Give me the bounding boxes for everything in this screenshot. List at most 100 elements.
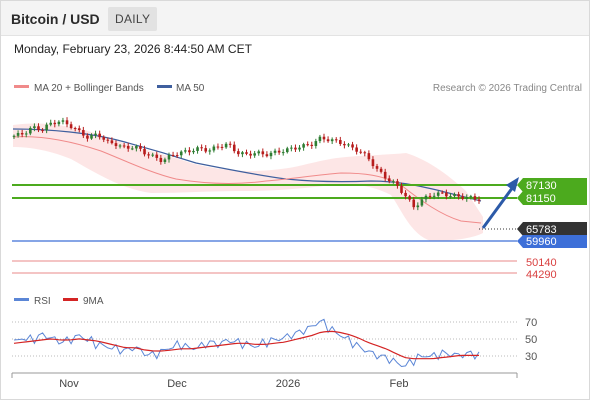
rsi-level-70: 70 xyxy=(525,317,537,329)
candle-body xyxy=(302,144,305,148)
candle-body xyxy=(12,135,16,137)
period-button[interactable]: DAILY xyxy=(108,7,158,31)
candle-body xyxy=(428,195,432,197)
candle-body xyxy=(232,144,236,152)
candle-body xyxy=(424,195,428,200)
candle-body xyxy=(347,144,350,146)
candle-body xyxy=(269,152,273,157)
rsi-legend-label: RSI xyxy=(34,296,51,307)
resistance-label-1-bg xyxy=(517,178,587,192)
candle-body xyxy=(45,124,48,131)
candle-body xyxy=(375,166,379,169)
candle-body xyxy=(339,140,342,144)
candle-body xyxy=(400,185,403,193)
candle-body xyxy=(257,151,261,154)
candle-body xyxy=(212,146,216,151)
candle-body xyxy=(118,145,122,147)
last-price-label: 65783 xyxy=(526,224,557,236)
x-axis: Nov Dec 2026 Feb xyxy=(11,372,518,390)
candle-body xyxy=(469,196,473,198)
rsi-ma-legend-label: 9MA xyxy=(83,296,104,307)
ma20-legend-swatch xyxy=(14,85,29,88)
candle-body xyxy=(179,151,183,156)
candle-body xyxy=(404,192,407,197)
candle-body xyxy=(285,148,289,153)
candle-body xyxy=(143,148,146,155)
candle-body xyxy=(306,144,309,146)
resistance-label-2: 81150 xyxy=(526,193,556,205)
candle-body xyxy=(310,144,314,146)
candle-body xyxy=(37,126,40,131)
candle-body xyxy=(102,137,106,140)
candle-body xyxy=(69,124,73,129)
candle-body xyxy=(249,153,252,156)
candle-body xyxy=(155,154,159,158)
candle-body xyxy=(412,199,416,208)
candle-body xyxy=(106,139,110,141)
candle-body xyxy=(314,141,318,146)
candlestick-series xyxy=(12,117,481,211)
level-labels: 87130 81150 65783 59960 50140 44290 xyxy=(517,178,587,281)
candle-body xyxy=(77,128,81,131)
timestamp: Monday, February 23, 2026 8:44:50 AM CET xyxy=(14,42,252,56)
rsi-ma-legend-swatch xyxy=(63,298,78,301)
candle-body xyxy=(53,122,57,125)
candle-body xyxy=(408,196,411,200)
candle-body xyxy=(273,150,277,153)
candle-body xyxy=(355,147,358,152)
candle-body xyxy=(318,136,322,142)
candle-body xyxy=(24,133,28,135)
candle-body xyxy=(196,147,199,151)
ma20-legend-label: MA 20 + Bollinger Bands xyxy=(34,83,144,94)
candle-body xyxy=(343,143,346,146)
weak-support-label-1: 50140 xyxy=(526,257,557,269)
candle-body xyxy=(265,154,269,157)
candle-body xyxy=(245,152,248,154)
candle-body xyxy=(416,205,420,208)
candle-body xyxy=(281,152,285,154)
rsi-ma-line xyxy=(13,330,479,360)
copyright-text: Research © 2026 Trading Central xyxy=(433,83,582,94)
candle-body xyxy=(436,192,440,196)
candle-body xyxy=(453,194,456,197)
candle-body xyxy=(477,199,481,201)
candle-body xyxy=(371,159,375,167)
candle-body xyxy=(20,133,24,135)
candle-body xyxy=(322,136,326,140)
resistance-label-1: 87130 xyxy=(526,180,557,192)
weak-support-label-2: 44290 xyxy=(526,269,557,281)
candle-body xyxy=(159,157,163,163)
ma50-legend-swatch xyxy=(157,85,172,88)
candle-body xyxy=(204,148,208,152)
x-axis-label-nov: Nov xyxy=(59,378,79,390)
candle-body xyxy=(175,155,179,157)
candle-body xyxy=(473,196,477,200)
candle-body xyxy=(61,120,65,122)
candle-body xyxy=(65,120,69,125)
rsi-level-30: 30 xyxy=(525,351,537,363)
candle-body xyxy=(241,152,244,155)
candle-body xyxy=(261,151,265,155)
candle-body xyxy=(122,145,126,147)
candle-body xyxy=(290,147,293,149)
candle-body xyxy=(277,150,281,153)
x-axis-label-feb: Feb xyxy=(390,378,409,390)
candle-body xyxy=(171,154,175,156)
candle-body xyxy=(359,151,363,153)
forecast-arrow xyxy=(481,177,519,229)
rsi-gridlines: 70 50 30 xyxy=(12,317,537,363)
candle-body xyxy=(465,197,469,199)
candle-body xyxy=(86,135,89,139)
candle-body xyxy=(49,122,53,125)
candle-body xyxy=(41,130,44,132)
candle-body xyxy=(228,143,232,145)
candle-body xyxy=(392,181,395,183)
ma50-legend-label: MA 50 xyxy=(176,83,205,94)
resistance-label-2-bg xyxy=(517,191,587,205)
last-price-label-bg xyxy=(517,222,587,236)
candle-body xyxy=(188,150,191,153)
candle-body xyxy=(440,192,444,194)
bollinger-band xyxy=(13,123,483,241)
